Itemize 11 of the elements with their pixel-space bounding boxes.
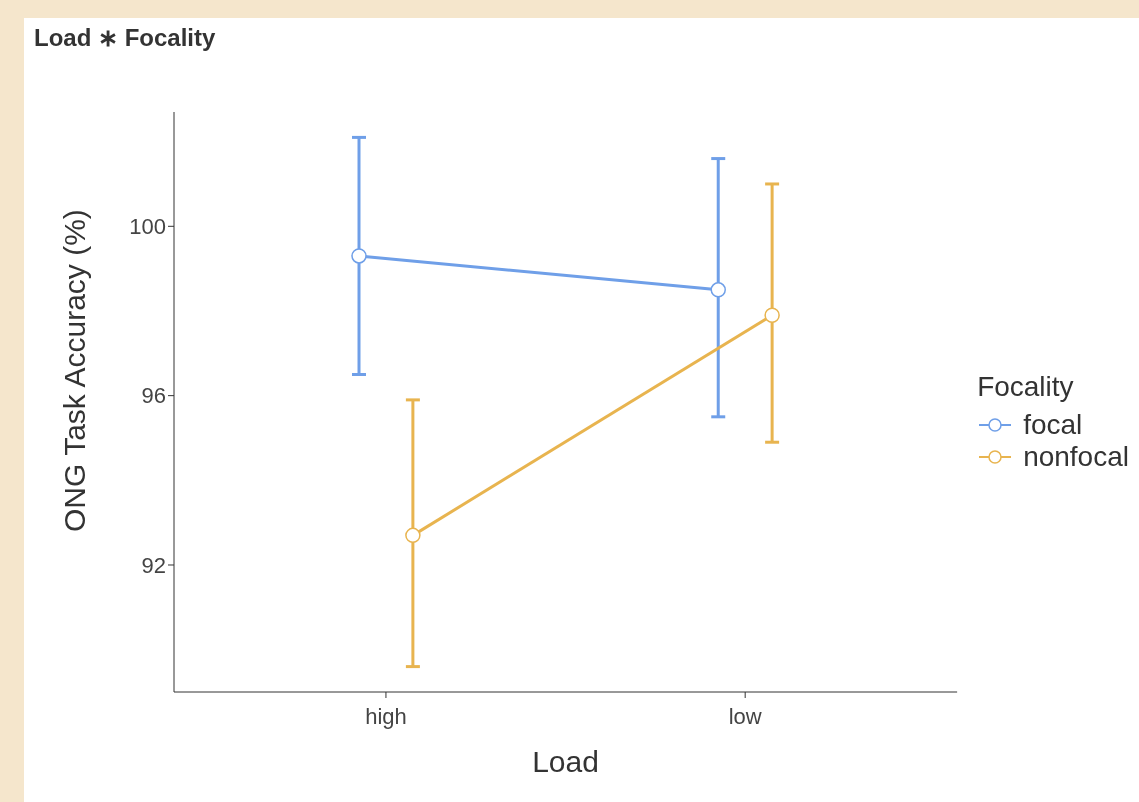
x-tick-label: high (365, 703, 407, 729)
legend-label: nonfocal (1023, 441, 1129, 473)
y-tick-label: 92 (141, 552, 166, 578)
legend-label: focal (1023, 409, 1083, 441)
y-axis-title: ONG Task Accuracy (%) (57, 209, 91, 532)
y-tick-label: 100 (129, 214, 166, 240)
chart-title: Load ∗ Focality (33, 23, 217, 52)
legend-title: Focality (977, 371, 1075, 403)
x-tick-label: low (728, 703, 762, 729)
x-axis-title: Load (532, 745, 599, 778)
y-tick-label: 96 (141, 383, 166, 409)
